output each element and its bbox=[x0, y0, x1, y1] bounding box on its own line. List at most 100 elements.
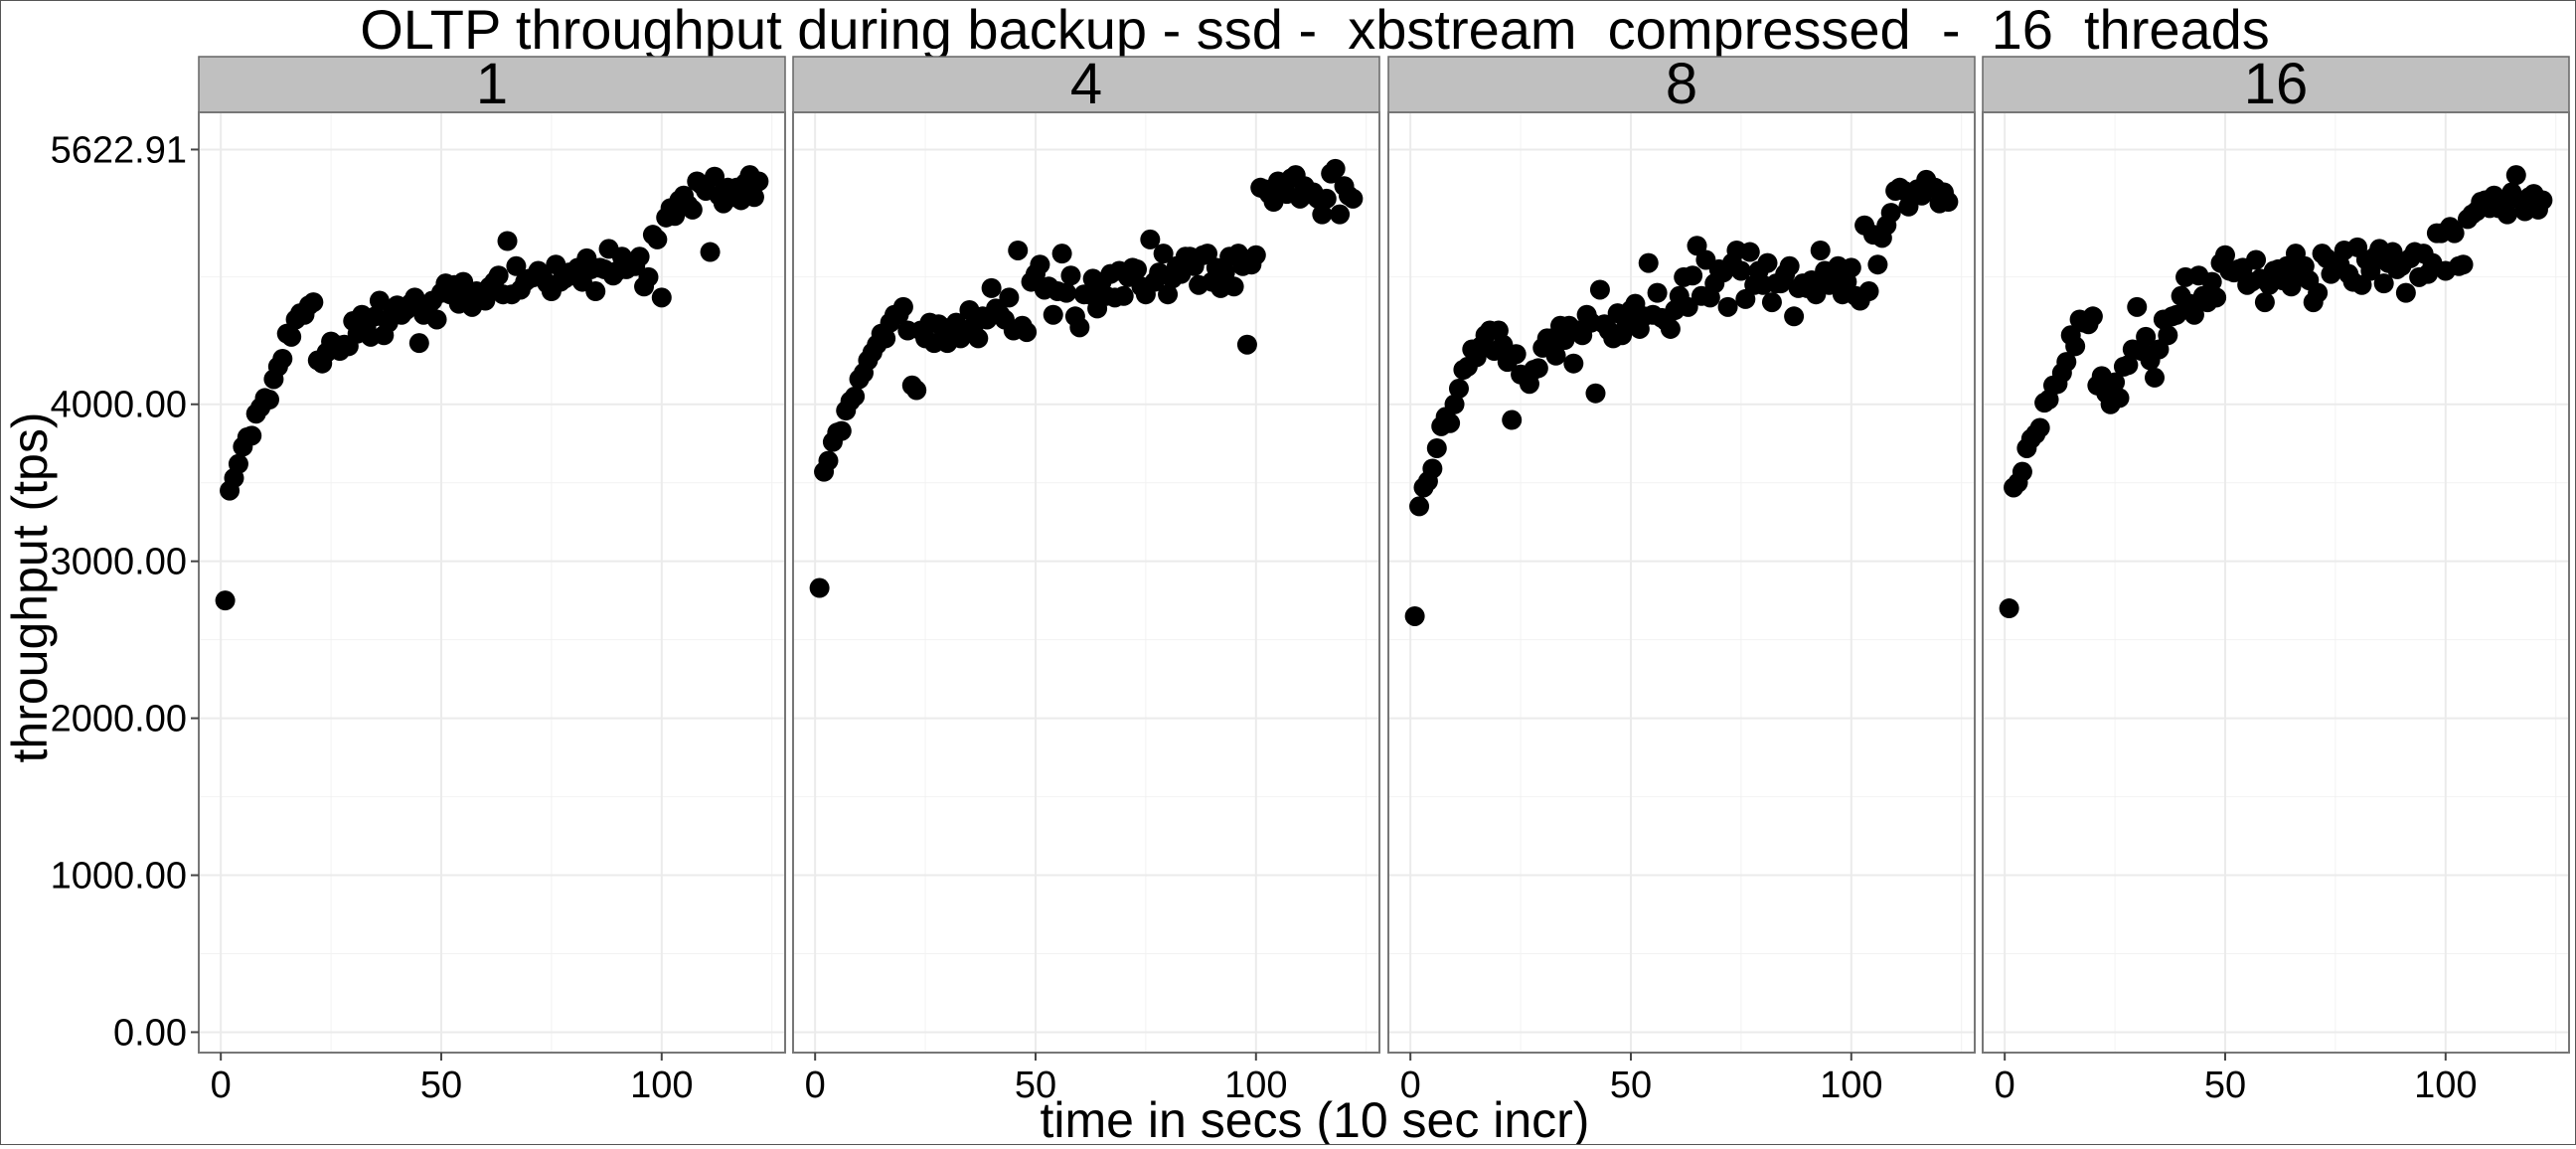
data-point bbox=[426, 309, 447, 330]
chart-title: OLTP throughput during backup - ssd - xb… bbox=[360, 1, 2270, 61]
data-point bbox=[303, 292, 324, 313]
data-point bbox=[1008, 240, 1029, 260]
y-tick-label: 4000.00 bbox=[51, 385, 187, 426]
data-point bbox=[1325, 158, 1346, 179]
x-tick-label: 0 bbox=[1400, 1065, 1421, 1106]
data-point bbox=[999, 287, 1020, 308]
y-tick-label: 1000.00 bbox=[51, 856, 187, 898]
data-point bbox=[1051, 244, 1072, 264]
data-point bbox=[2012, 461, 2032, 482]
data-point bbox=[665, 206, 686, 227]
data-point bbox=[1330, 204, 1351, 225]
facet-panel-16: 16 bbox=[1982, 52, 2570, 1054]
data-point bbox=[1426, 437, 1447, 458]
data-point bbox=[2206, 287, 2227, 308]
data-point bbox=[2065, 336, 2086, 357]
y-tick-label: 2000.00 bbox=[51, 699, 187, 740]
data-point bbox=[1409, 496, 1430, 517]
data-point bbox=[1060, 265, 1081, 286]
data-point bbox=[1236, 334, 1257, 355]
data-point bbox=[2082, 306, 2103, 327]
data-point bbox=[2505, 165, 2526, 186]
facet-strip-label: 4 bbox=[1070, 52, 1102, 116]
data-point bbox=[1761, 292, 1782, 313]
x-tick-label: 50 bbox=[1610, 1065, 1652, 1106]
data-point bbox=[2136, 326, 2157, 347]
data-point bbox=[215, 590, 236, 611]
data-point bbox=[2373, 273, 2394, 294]
facet-panel-1: 1 bbox=[198, 52, 786, 1054]
data-point bbox=[1113, 285, 1134, 306]
plot-area bbox=[793, 112, 1379, 1053]
x-tick-label: 0 bbox=[211, 1065, 232, 1106]
facet-strip-label: 16 bbox=[2244, 52, 2309, 116]
panel-border bbox=[792, 111, 1380, 1054]
data-point bbox=[981, 277, 1002, 298]
y-axis-title: throughput (tps) bbox=[2, 412, 58, 763]
data-point bbox=[651, 287, 672, 308]
facet-panels: 1 4 8 16 bbox=[198, 52, 2570, 1054]
data-point bbox=[1528, 358, 1548, 379]
x-tick-label: 100 bbox=[2414, 1065, 2477, 1106]
data-point bbox=[242, 425, 262, 446]
data-point bbox=[647, 229, 668, 249]
data-point bbox=[2105, 372, 2126, 393]
data-point bbox=[1422, 458, 1443, 479]
data-point bbox=[488, 265, 509, 286]
data-point bbox=[2118, 355, 2139, 376]
data-point bbox=[1506, 344, 1527, 365]
data-point bbox=[497, 231, 518, 251]
data-point bbox=[408, 333, 429, 354]
data-point bbox=[228, 453, 248, 474]
data-point bbox=[1017, 322, 1038, 343]
data-point bbox=[2308, 282, 2329, 303]
data-point bbox=[1545, 345, 1566, 366]
data-point bbox=[1563, 353, 1584, 374]
data-point bbox=[1030, 254, 1050, 275]
data-point bbox=[1678, 296, 1698, 317]
y-axis: 0.00 1000.00 2000.00 3000.00 4000.00 5622.91 bbox=[51, 129, 199, 1054]
data-point bbox=[506, 255, 527, 276]
data-point bbox=[845, 386, 866, 407]
data-point bbox=[1444, 394, 1465, 414]
data-point bbox=[892, 296, 913, 317]
data-point bbox=[1647, 282, 1668, 303]
data-point bbox=[1841, 257, 1861, 278]
data-point bbox=[876, 328, 896, 349]
facet-strip-label: 1 bbox=[476, 52, 508, 116]
data-point bbox=[2254, 292, 2275, 313]
data-point bbox=[1127, 258, 1148, 279]
data-point bbox=[1938, 192, 1959, 213]
facet-strip bbox=[792, 56, 1380, 113]
data-point bbox=[1683, 265, 1703, 286]
data-point bbox=[1404, 605, 1425, 626]
x-tick-label: 100 bbox=[1224, 1065, 1287, 1106]
data-point bbox=[2201, 271, 2222, 292]
x-tick-label: 50 bbox=[1015, 1065, 1056, 1106]
data-point bbox=[1069, 317, 1090, 338]
data-point bbox=[1867, 254, 1888, 275]
data-point bbox=[1730, 260, 1751, 281]
facet-strip-label: 8 bbox=[1666, 52, 1697, 116]
facet-panel-8: 8 bbox=[1387, 52, 1976, 1054]
data-point bbox=[1312, 204, 1333, 225]
data-point bbox=[1717, 296, 1738, 317]
facet-panel-4: 4 bbox=[792, 52, 1380, 1054]
data-point bbox=[1757, 252, 1778, 273]
data-point bbox=[1589, 279, 1610, 300]
data-point bbox=[2127, 296, 2148, 317]
plot-area bbox=[199, 112, 785, 1053]
x-tick-label: 50 bbox=[2204, 1065, 2246, 1106]
data-point bbox=[638, 266, 659, 287]
data-point bbox=[1343, 188, 1364, 209]
data-point bbox=[705, 166, 725, 187]
data-point bbox=[272, 348, 293, 369]
data-point bbox=[743, 187, 764, 208]
data-point bbox=[2395, 282, 2416, 303]
data-point bbox=[906, 380, 927, 401]
x-tick-label: 0 bbox=[805, 1065, 826, 1106]
data-point bbox=[968, 328, 989, 349]
data-point bbox=[700, 242, 721, 262]
